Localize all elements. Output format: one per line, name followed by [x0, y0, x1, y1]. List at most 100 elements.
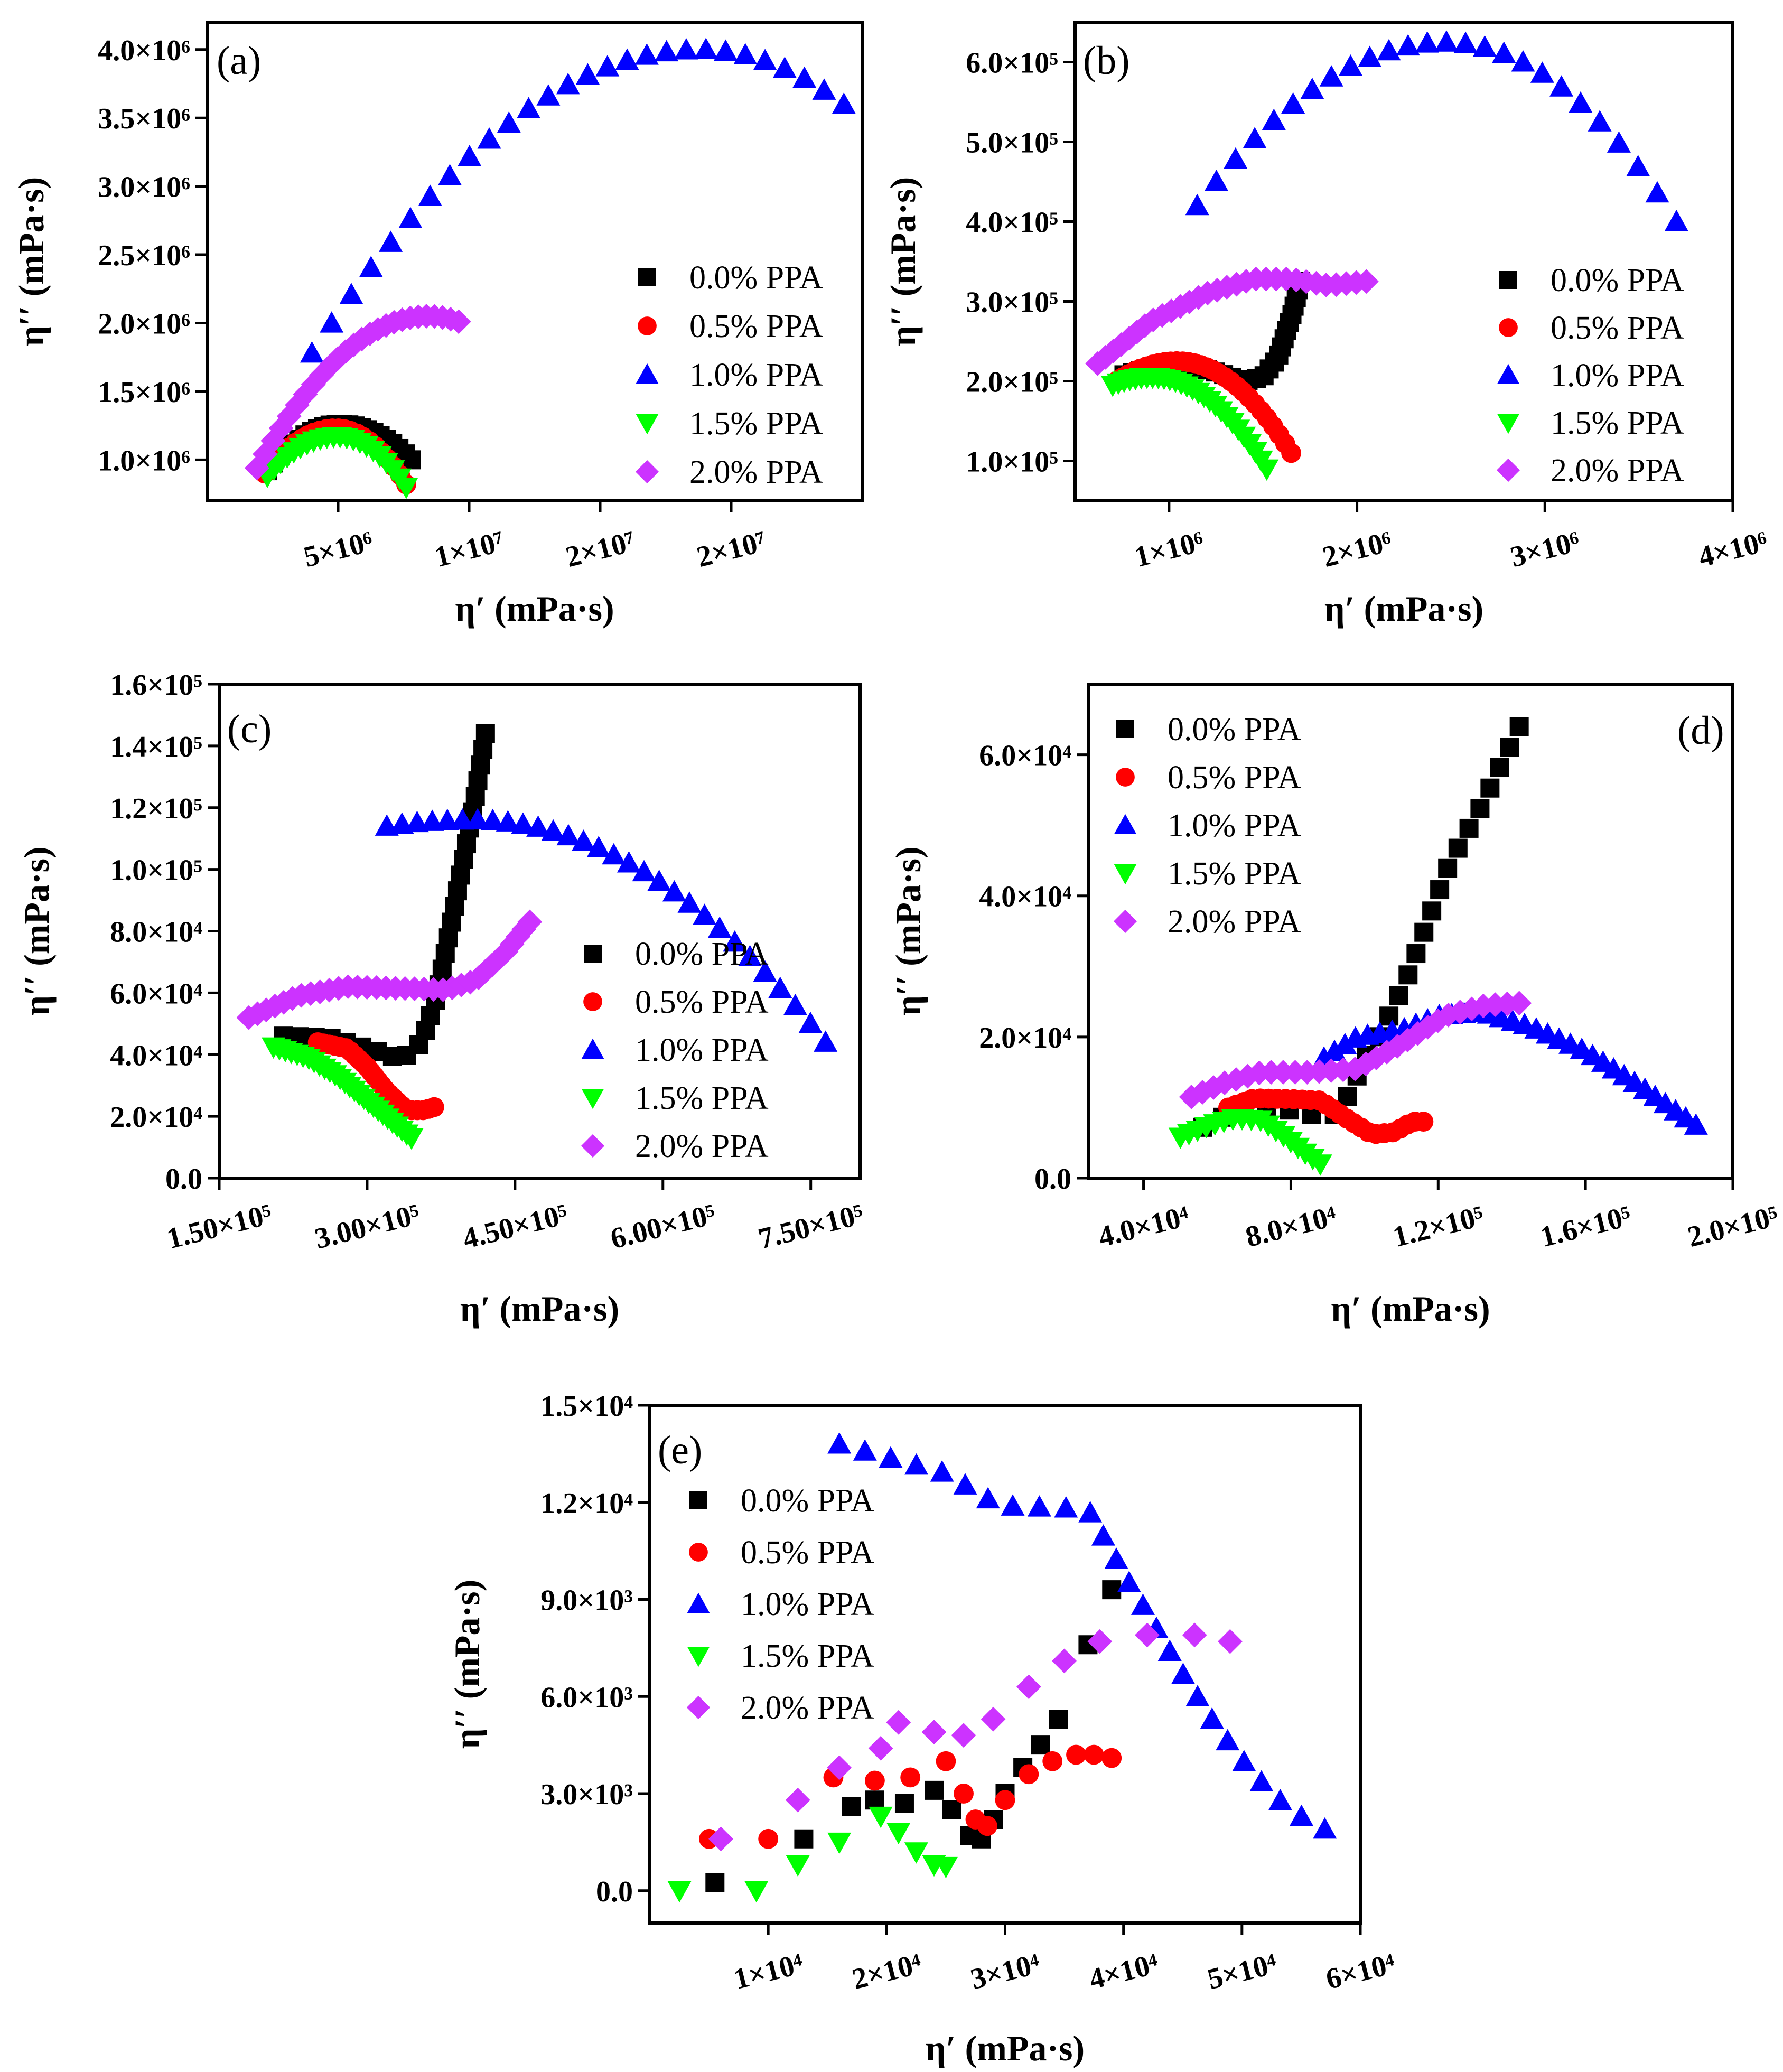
- x-tick-label: 1.6×10⁵: [1537, 1200, 1635, 1254]
- data-point: [602, 843, 626, 865]
- legend-entry: 0.5% PPA: [689, 1535, 874, 1571]
- legend-entry: 2.0% PPA: [581, 1128, 769, 1164]
- data-point: [1500, 737, 1519, 757]
- legend-marker: [1114, 814, 1137, 834]
- data-point: [556, 824, 581, 846]
- data-point: [1179, 1084, 1204, 1109]
- series-15-ppa: [1168, 1109, 1332, 1176]
- data-point: [1319, 65, 1343, 87]
- series-20-ppa: [1085, 266, 1379, 376]
- data-point: [1185, 193, 1209, 216]
- legend-entry: 1.0% PPA: [1114, 808, 1301, 844]
- data-point: [758, 1828, 779, 1849]
- data-point: [662, 880, 686, 902]
- data-point: [359, 256, 383, 277]
- y-tick-label: 6.0×10⁴: [110, 977, 202, 1010]
- data-point: [1201, 1075, 1226, 1100]
- data-point: [1626, 155, 1650, 176]
- data-point: [1511, 50, 1535, 72]
- data-point: [792, 66, 817, 88]
- data-point: [1353, 1051, 1378, 1077]
- data-point: [1306, 1059, 1332, 1084]
- data-point: [1218, 1629, 1243, 1654]
- data-point: [517, 97, 541, 118]
- data-point: [1116, 325, 1142, 351]
- legend-marker: [687, 1592, 710, 1613]
- data-point: [465, 808, 490, 830]
- series-15-ppa: [255, 427, 418, 499]
- data-point: [1054, 1496, 1078, 1518]
- data-point: [435, 808, 460, 830]
- data-point: [1569, 91, 1593, 113]
- legend-label: 2.0% PPA: [1168, 904, 1301, 940]
- x-tick-label: 1×10⁶: [1131, 525, 1207, 574]
- data-point: [1091, 1524, 1115, 1546]
- y-tick-label: 2.0×10⁴: [110, 1101, 202, 1134]
- data-point: [399, 1128, 424, 1150]
- legend-marker: [1499, 271, 1517, 289]
- data-point: [814, 1030, 838, 1052]
- legend-entry: 0.0% PPA: [1116, 712, 1301, 748]
- plot-frame: [206, 21, 864, 502]
- series-10-ppa: [375, 808, 838, 1052]
- data-point: [976, 1487, 1000, 1509]
- chart-panel-b: 1×10⁶ 2×10⁶ 3×10⁶ 4×10⁶ 1.0×10⁵ 2.0×10⁵ 3.0×10…: [883, 21, 1771, 629]
- y-tick-label: 1.6×10⁵: [110, 669, 202, 702]
- y-tick-label: 4.0×10⁵: [966, 207, 1058, 239]
- panel-label: (d): [1677, 708, 1724, 753]
- legend-entry: 0.5% PPA: [583, 984, 769, 1020]
- data-point: [1430, 880, 1450, 900]
- data-point: [1313, 1817, 1337, 1839]
- y-tick-label: 1.2×10⁴: [540, 1487, 633, 1520]
- x-axis-title: η′ (mPa·s): [460, 1289, 619, 1329]
- legend-label: 0.5% PPA: [1551, 310, 1684, 346]
- plot-frame: [1073, 21, 1734, 502]
- legend-marker: [583, 992, 602, 1011]
- data-point: [458, 969, 483, 995]
- legend-entry: 2.0% PPA: [635, 454, 823, 490]
- legend-marker: [581, 1089, 604, 1109]
- legend-label: 1.5% PPA: [635, 1080, 769, 1116]
- x-tick-label: 1×10⁴: [731, 1947, 807, 1996]
- y-tick-label: 1.0×10⁵: [110, 854, 202, 887]
- series-20-ppa: [236, 909, 543, 1030]
- legend-label: 0.5% PPA: [689, 309, 823, 344]
- data-point: [1031, 1735, 1050, 1755]
- data-point: [402, 450, 421, 470]
- data-point: [1406, 944, 1426, 964]
- series-15-ppa: [667, 1806, 958, 1903]
- y-tick-label: 6.0×10⁴: [979, 740, 1071, 772]
- y-tick-label: 1.0×10⁵: [966, 446, 1058, 479]
- data-point: [894, 1794, 914, 1813]
- x-tick-label: 2×10⁴: [849, 1947, 925, 1996]
- data-point: [1358, 45, 1382, 68]
- data-point: [398, 207, 423, 228]
- data-point: [1389, 986, 1408, 1005]
- data-point: [1664, 210, 1688, 231]
- data-point: [1247, 1060, 1272, 1086]
- data-point: [827, 1432, 852, 1454]
- data-point: [768, 976, 792, 998]
- data-point: [904, 1842, 928, 1864]
- x-tick-label: 7.50×10⁵: [755, 1198, 867, 1255]
- chart-panel-c: 1.50×10⁵ 3.00×10⁵ 4.50×10⁵ 6.00×10⁵ 7.50×10⁵…: [16, 669, 867, 1329]
- data-point: [1436, 1002, 1461, 1028]
- data-point: [1495, 991, 1520, 1016]
- data-point: [738, 945, 762, 967]
- data-point: [981, 1706, 1006, 1732]
- data-point: [868, 1735, 893, 1761]
- data-point: [647, 869, 671, 891]
- data-point: [786, 1855, 810, 1877]
- data-point: [1224, 272, 1249, 297]
- legend-marker: [636, 363, 659, 384]
- legend-label: 2.0% PPA: [635, 1128, 769, 1164]
- x-axis-title: η′ (mPa·s): [455, 589, 614, 629]
- y-tick-label: 6.0×10⁵: [966, 47, 1058, 80]
- y-tick-label: 5.0×10⁵: [966, 127, 1058, 160]
- data-point: [942, 1800, 961, 1819]
- x-tick-label: 6×10⁴: [1323, 1947, 1399, 1996]
- data-point: [1480, 778, 1500, 798]
- data-point: [842, 1797, 861, 1816]
- data-point: [481, 808, 505, 830]
- legend-label: 1.5% PPA: [1551, 405, 1684, 441]
